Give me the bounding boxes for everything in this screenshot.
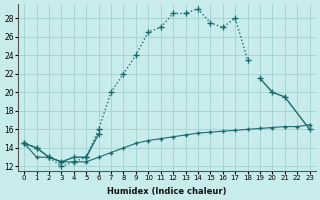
X-axis label: Humidex (Indice chaleur): Humidex (Indice chaleur) <box>107 187 227 196</box>
